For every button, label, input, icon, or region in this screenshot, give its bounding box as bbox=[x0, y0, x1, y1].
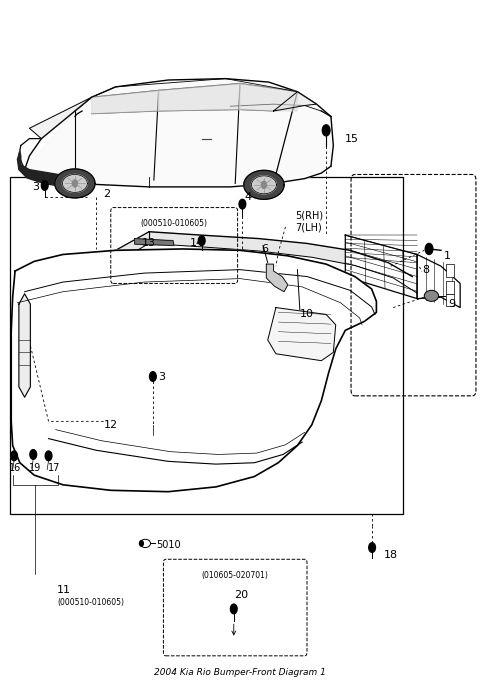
Bar bbox=[446, 264, 455, 276]
Polygon shape bbox=[274, 92, 317, 111]
Polygon shape bbox=[135, 238, 174, 245]
Polygon shape bbox=[62, 175, 87, 192]
Polygon shape bbox=[24, 79, 331, 187]
Polygon shape bbox=[268, 307, 336, 361]
Polygon shape bbox=[11, 249, 376, 492]
Ellipse shape bbox=[424, 290, 439, 301]
Circle shape bbox=[140, 540, 144, 546]
Text: 5010: 5010 bbox=[156, 540, 181, 551]
Text: 20: 20 bbox=[234, 590, 248, 600]
Polygon shape bbox=[24, 79, 331, 187]
Text: 8: 8 bbox=[422, 265, 429, 274]
Text: 4: 4 bbox=[245, 192, 252, 202]
Text: 5(RH)
7(LH): 5(RH) 7(LH) bbox=[295, 211, 323, 232]
Text: 6: 6 bbox=[262, 244, 268, 254]
Polygon shape bbox=[417, 254, 460, 307]
Text: 14: 14 bbox=[190, 238, 204, 249]
Circle shape bbox=[11, 451, 17, 461]
Text: 3: 3 bbox=[32, 182, 39, 192]
Polygon shape bbox=[345, 235, 417, 299]
Text: 2004 Kia Rio Bumper-Front Diagram 1: 2004 Kia Rio Bumper-Front Diagram 1 bbox=[154, 668, 326, 676]
Circle shape bbox=[369, 542, 375, 552]
Circle shape bbox=[45, 451, 52, 461]
Circle shape bbox=[230, 604, 237, 614]
Circle shape bbox=[150, 372, 156, 381]
Polygon shape bbox=[252, 176, 276, 193]
Text: 11: 11 bbox=[57, 585, 71, 596]
Polygon shape bbox=[149, 231, 417, 293]
Text: 10: 10 bbox=[300, 310, 314, 319]
Polygon shape bbox=[158, 84, 240, 111]
Polygon shape bbox=[55, 169, 95, 198]
Bar bbox=[446, 294, 455, 306]
Text: 1: 1 bbox=[444, 251, 450, 261]
Text: 19: 19 bbox=[29, 463, 42, 473]
Text: (010605-020701): (010605-020701) bbox=[202, 571, 269, 580]
Text: 17: 17 bbox=[48, 463, 60, 473]
Circle shape bbox=[72, 180, 77, 187]
Bar bbox=[446, 281, 455, 294]
Text: 18: 18 bbox=[384, 550, 398, 560]
Polygon shape bbox=[29, 97, 92, 139]
Polygon shape bbox=[92, 91, 158, 114]
Polygon shape bbox=[266, 264, 288, 292]
Text: 12: 12 bbox=[104, 420, 118, 430]
Circle shape bbox=[30, 450, 36, 460]
Circle shape bbox=[425, 243, 433, 254]
Text: 16: 16 bbox=[9, 463, 22, 473]
Text: 2: 2 bbox=[104, 189, 111, 199]
Polygon shape bbox=[116, 231, 149, 263]
Polygon shape bbox=[17, 151, 75, 188]
Text: 13: 13 bbox=[142, 238, 156, 249]
Circle shape bbox=[239, 199, 246, 209]
Bar bbox=[10, 176, 403, 515]
Circle shape bbox=[323, 125, 330, 136]
Circle shape bbox=[198, 236, 205, 245]
Circle shape bbox=[262, 181, 266, 189]
Text: 15: 15 bbox=[345, 133, 360, 144]
Polygon shape bbox=[244, 171, 284, 199]
Polygon shape bbox=[19, 294, 30, 397]
Text: 3: 3 bbox=[158, 372, 166, 381]
Text: 9: 9 bbox=[448, 299, 456, 309]
Text: (000510-010605): (000510-010605) bbox=[57, 598, 124, 607]
Polygon shape bbox=[240, 84, 298, 111]
Circle shape bbox=[41, 180, 48, 190]
Text: (000510-010605): (000510-010605) bbox=[141, 219, 208, 228]
